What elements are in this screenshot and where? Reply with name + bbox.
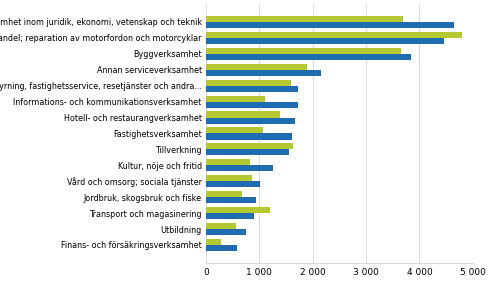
Bar xyxy=(206,127,263,133)
Bar xyxy=(206,213,254,219)
Bar xyxy=(206,175,252,181)
Bar xyxy=(206,48,401,54)
Bar xyxy=(206,143,293,149)
Bar xyxy=(206,159,250,165)
Bar xyxy=(206,64,307,70)
Bar xyxy=(206,223,236,229)
Bar xyxy=(206,70,320,76)
Bar xyxy=(206,80,291,86)
Bar xyxy=(206,111,279,117)
Bar xyxy=(206,245,237,251)
Bar xyxy=(206,197,256,203)
Bar xyxy=(206,38,443,44)
Bar xyxy=(206,117,295,124)
Bar xyxy=(206,239,221,245)
Bar xyxy=(206,191,242,197)
Bar xyxy=(206,54,412,60)
Bar xyxy=(206,207,270,213)
Bar xyxy=(206,86,298,92)
Bar xyxy=(206,181,260,187)
Bar xyxy=(206,229,246,235)
Bar xyxy=(206,16,403,22)
Bar xyxy=(206,133,293,140)
Bar xyxy=(206,22,454,28)
Bar xyxy=(206,101,298,108)
Bar xyxy=(206,32,462,38)
Bar xyxy=(206,165,272,171)
Bar xyxy=(206,95,265,101)
Bar xyxy=(206,149,289,156)
